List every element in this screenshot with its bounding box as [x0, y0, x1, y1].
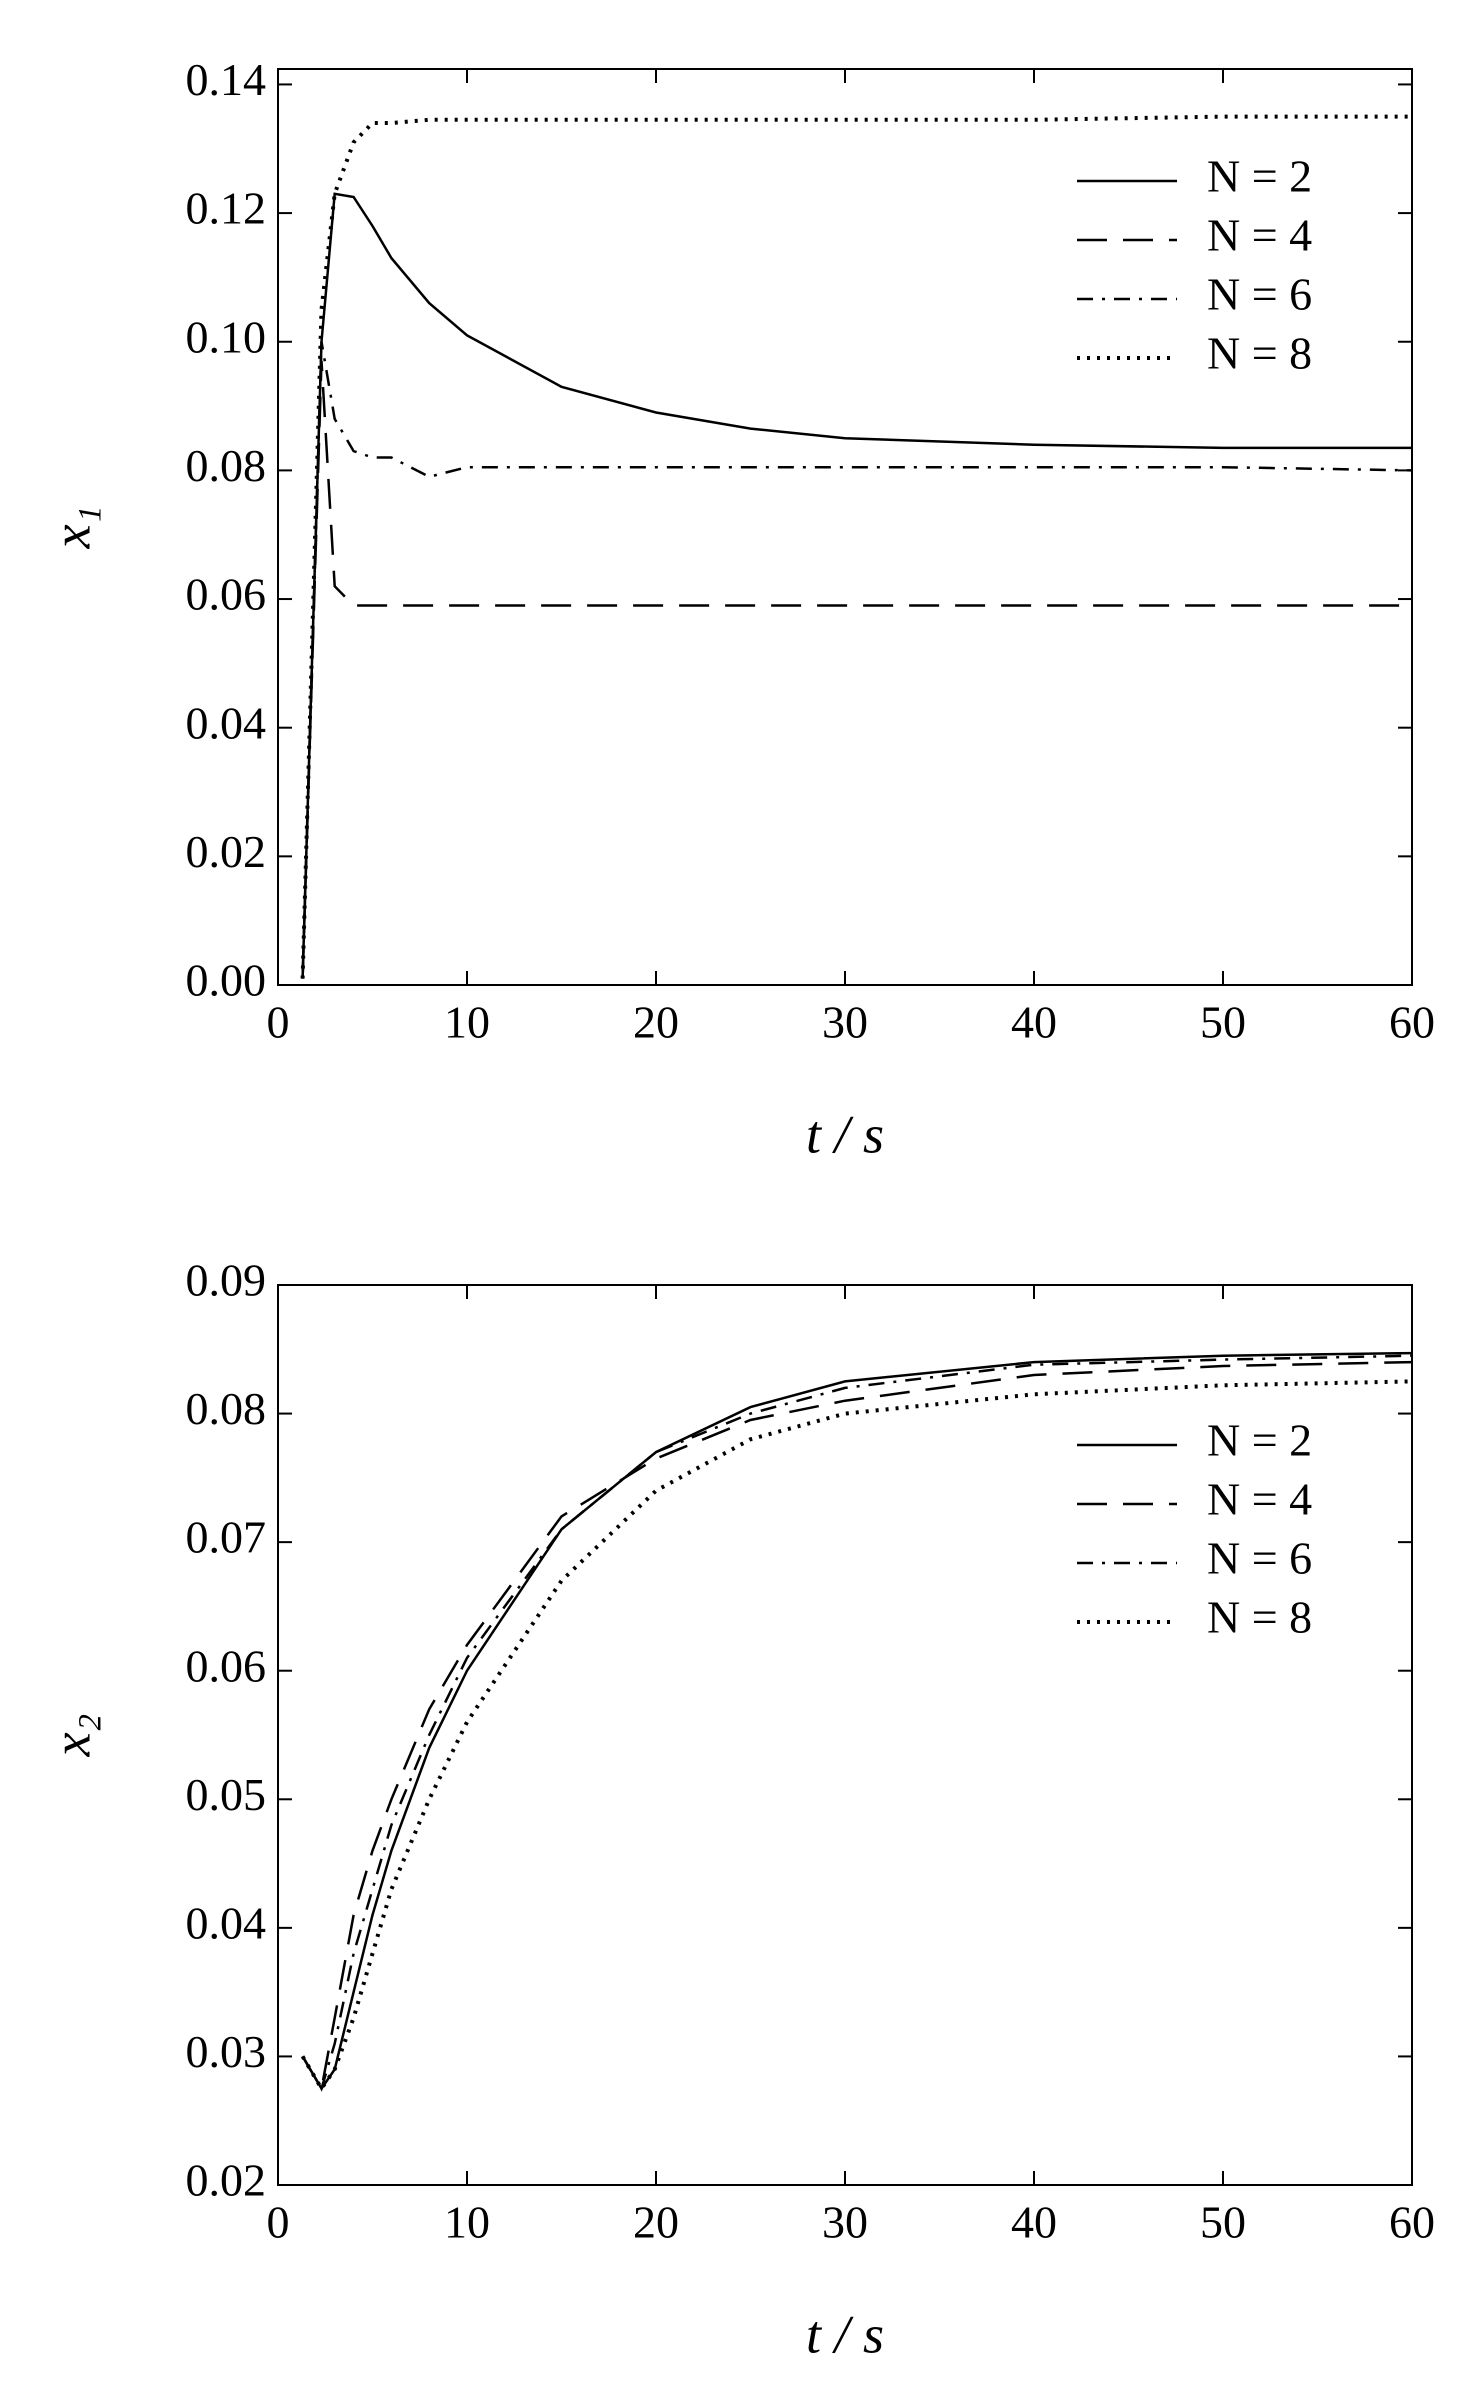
y-tick-label: 0.06 — [186, 1640, 267, 1691]
x-tick-label: 60 — [1389, 2197, 1435, 2248]
x-tick-label: 40 — [1011, 997, 1057, 1048]
series-line — [301, 360, 1412, 979]
legend-label: N = 4 — [1207, 210, 1312, 261]
y-tick-label: 0.09 — [186, 1255, 267, 1306]
series-line — [301, 192, 1412, 979]
y-tick-label: 0.04 — [186, 697, 267, 748]
x-tick-label: 10 — [444, 2197, 490, 2248]
x-tick-label: 20 — [633, 2197, 679, 2248]
series-line — [301, 341, 1413, 979]
x-axis-label: t / s — [806, 2304, 884, 2364]
legend-label: N = 8 — [1207, 328, 1312, 379]
y-tick-label: 0.14 — [186, 54, 267, 105]
series-line — [301, 1354, 1413, 2092]
series-line — [301, 1360, 1413, 2093]
y-tick-label: 0.04 — [186, 1897, 267, 1948]
x-tick-label: 30 — [822, 2197, 868, 2248]
x-tick-label: 30 — [822, 997, 868, 1048]
legend-label: N = 2 — [1207, 151, 1312, 202]
series-line — [301, 1351, 1413, 2091]
legend-label: N = 2 — [1207, 1415, 1312, 1466]
y-tick-label: 0.08 — [186, 1383, 267, 1434]
legend-label: N = 6 — [1207, 269, 1312, 320]
y-axis-label: x₂ — [41, 1714, 101, 1758]
x-tick-label: 50 — [1200, 997, 1246, 1048]
y-tick-label: 0.02 — [186, 2155, 267, 2206]
y-tick-label: 0.03 — [186, 2026, 267, 2077]
y-tick-label: 0.06 — [186, 569, 267, 620]
y-tick-label: 0.02 — [186, 826, 267, 877]
x-tick-label: 20 — [633, 997, 679, 1048]
y-axis-label: x₁ — [41, 506, 101, 550]
plot-frame — [277, 68, 1413, 986]
legend-label: N = 8 — [1207, 1592, 1312, 1643]
x-tick-label: 50 — [1200, 2197, 1246, 2248]
x-tick-label: 0 — [267, 2197, 290, 2248]
x-tick-label: 40 — [1011, 2197, 1057, 2248]
legend-label: N = 4 — [1207, 1474, 1312, 1525]
legend-label: N = 6 — [1207, 1533, 1312, 1584]
x-tick-label: 0 — [267, 997, 290, 1048]
series-line — [300, 114, 1412, 979]
y-tick-label: 0.08 — [186, 440, 267, 491]
y-tick-label: 0.10 — [186, 311, 267, 362]
x-tick-label: 60 — [1389, 997, 1435, 1048]
y-tick-label: 0.00 — [186, 955, 267, 1006]
y-tick-label: 0.07 — [186, 1512, 267, 1563]
x-tick-label: 10 — [444, 997, 490, 1048]
y-tick-label: 0.05 — [186, 1769, 267, 1820]
x-axis-label: t / s — [806, 1104, 884, 1164]
y-tick-label: 0.12 — [186, 183, 267, 234]
